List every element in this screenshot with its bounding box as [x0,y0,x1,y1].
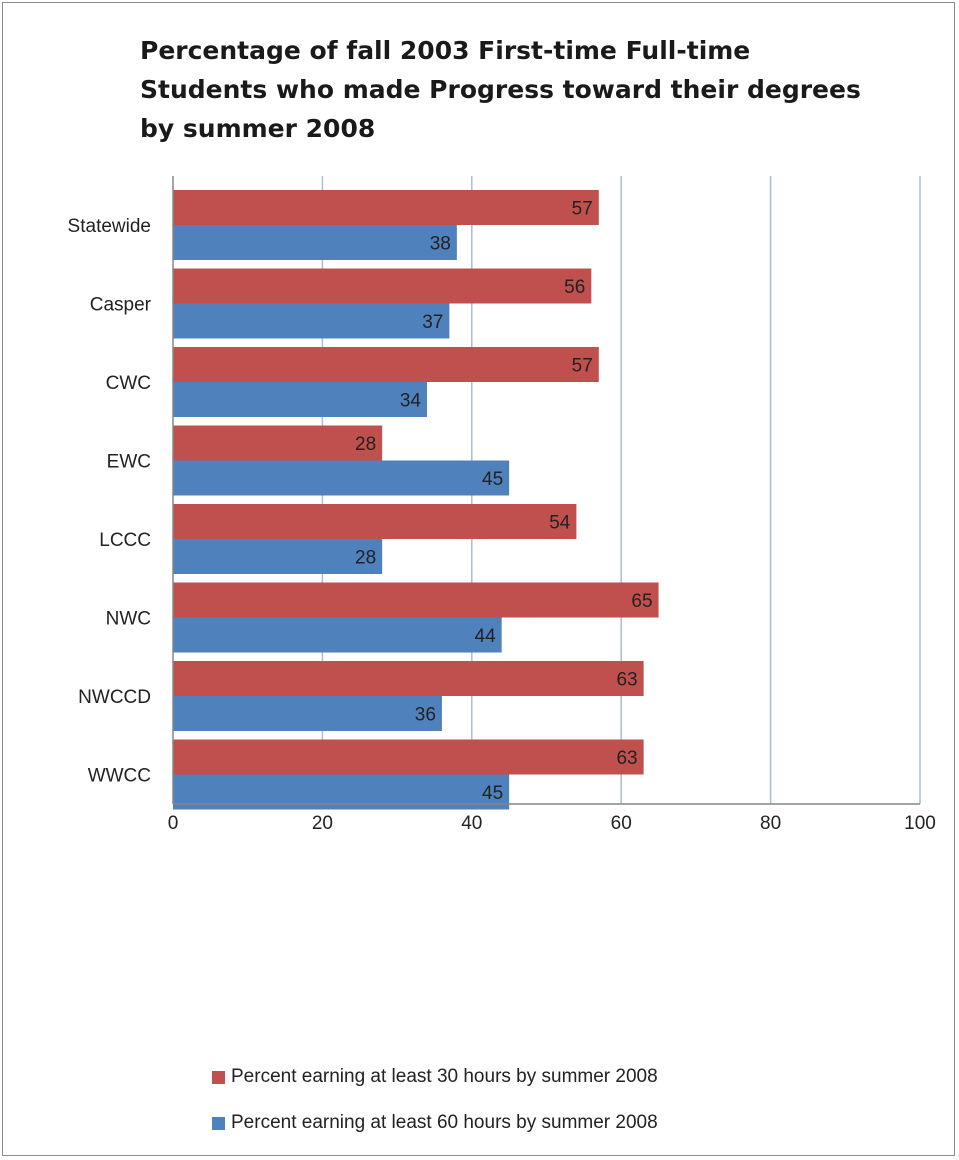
data-label-wwcc-series-0: 63 [616,748,637,769]
x-tick-label-20: 20 [312,813,333,834]
category-labels: Statewide Casper CWC EWC LCCC NWC NWCCD WWCC [68,216,152,787]
bar-ewc-series-1 [173,460,510,496]
chart-title: Percentage of fall 2003 First-time Full-… [140,36,861,143]
data-label-ewc-series-0: 28 [355,434,376,455]
bar-statewide-series-1 [173,225,457,260]
data-label-wwcc-series-1: 45 [482,783,503,804]
bar-casper-series-0 [173,268,592,304]
axes [172,176,920,805]
x-tick-label-80: 80 [760,813,781,834]
bar-cwc-series-1 [173,382,427,417]
bar-nwc-series-1 [173,617,502,653]
data-label-nwc-series-0: 65 [631,591,652,612]
bar-nwccd-series-1 [173,696,442,731]
bar-cwc-series-0 [173,347,599,382]
legend-item-30-hours: Percent earning at least 30 hours by sum… [212,1064,658,1090]
bar-lccc-series-0 [173,504,577,539]
legend-label-30-hours: Percent earning at least 30 hours by sum… [231,1066,658,1087]
data-labels: 57 38 56 37 57 34 28 45 54 28 65 44 63 36 63 45 [355,199,653,805]
x-tick-label-40: 40 [461,813,482,834]
data-label-nwccd-series-0: 63 [616,670,637,691]
category-label-nwccd: NWCCD [78,687,151,708]
category-label-ewc: EWC [107,452,151,473]
category-label-nwc: NWC [106,609,151,630]
data-label-casper-series-0: 56 [564,277,585,298]
legend: Percent earning at least 30 hours by sum… [212,1064,658,1156]
data-label-statewide-series-1: 38 [430,234,451,255]
category-label-lccc: LCCC [99,530,151,551]
x-tick-labels: 0 20 40 60 80 100 [168,813,936,834]
category-label-wwcc: WWCC [88,766,151,787]
data-label-nwc-series-1: 44 [475,626,497,647]
x-tick-label-60: 60 [611,813,632,834]
legend-item-60-hours: Percent earning at least 60 hours by sum… [212,1110,658,1136]
bar-wwcc-series-0 [173,739,644,775]
category-label-cwc: CWC [106,373,151,394]
data-label-ewc-series-1: 45 [482,469,503,490]
data-label-nwccd-series-1: 36 [415,705,436,726]
bar-ewc-series-0 [173,425,383,461]
legend-swatch-60-hours [212,1116,225,1130]
bar-casper-series-1 [173,303,450,339]
category-label-casper: Casper [90,295,152,316]
data-label-casper-series-1: 37 [422,312,443,333]
data-label-statewide-series-0: 57 [572,199,593,220]
x-tick-label-0: 0 [168,813,179,834]
data-label-lccc-series-1: 28 [355,548,376,569]
bar-lccc-series-1 [173,539,383,574]
bar-nwccd-series-0 [173,661,644,696]
category-label-statewide: Statewide [68,216,151,237]
legend-swatch-30-hours [212,1070,225,1084]
data-label-cwc-series-1: 34 [400,391,422,412]
bar-nwc-series-0 [173,582,659,618]
data-label-lccc-series-0: 54 [549,513,571,534]
bars [173,190,659,810]
data-label-cwc-series-0: 57 [572,356,593,377]
x-tick-label-100: 100 [904,813,936,834]
legend-label-60-hours: Percent earning at least 60 hours by sum… [231,1112,658,1133]
bar-statewide-series-0 [173,190,599,225]
